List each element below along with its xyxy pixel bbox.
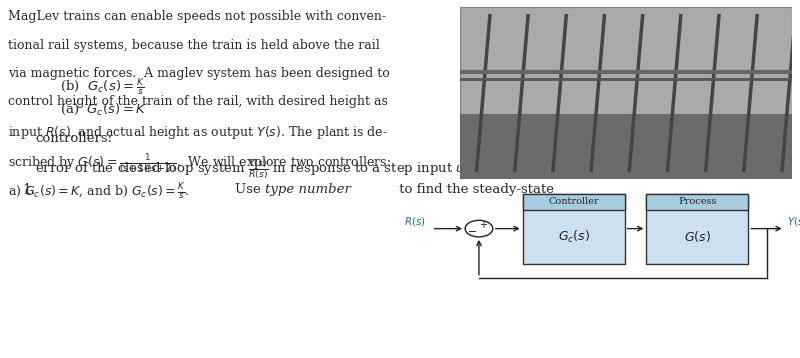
Text: +: + <box>478 220 486 230</box>
Text: $G(s)$: $G(s)$ <box>684 229 711 244</box>
Text: via magnetic forces.  A maglev system has been designed to: via magnetic forces. A maglev system has… <box>8 67 390 80</box>
Text: Controller: Controller <box>548 197 599 206</box>
Text: $G_c(s)$: $G_c(s)$ <box>558 229 590 245</box>
Circle shape <box>465 220 493 237</box>
Text: Process: Process <box>678 197 717 206</box>
Text: type number: type number <box>265 183 351 196</box>
Text: error of the closed-loop system $\frac{Y(s)}{R(s)}$ in response to a step input : error of the closed-loop system $\frac{Y… <box>35 158 650 182</box>
Text: tional rail systems, because the train is held above the rail: tional rail systems, because the train i… <box>8 39 380 52</box>
Bar <box>646 194 748 210</box>
Bar <box>460 7 792 114</box>
Text: control height of the train of the rail, with desired height as: control height of the train of the rail,… <box>8 96 388 108</box>
Text: $R(s)$: $R(s)$ <box>405 214 426 228</box>
Bar <box>522 194 625 210</box>
Bar <box>522 194 625 263</box>
Text: scribed by $G(s) = \frac{1}{(s+1)(s+2)}$.  We will explore two controllers:: scribed by $G(s) = \frac{1}{(s+1)(s+2)}$… <box>8 153 391 176</box>
Text: −: − <box>468 227 478 237</box>
Text: Use: Use <box>235 183 265 196</box>
Bar <box>460 114 792 179</box>
Text: (a)  $G_c(s) = K$: (a) $G_c(s) = K$ <box>60 102 147 117</box>
Text: input $R(s)$, and actual height as output $Y(s)$. The plant is de-: input $R(s)$, and actual height as outpu… <box>8 124 388 141</box>
Text: (b)  $G_c(s) = \frac{K}{s}$: (b) $G_c(s) = \frac{K}{s}$ <box>60 76 145 97</box>
Text: 1.: 1. <box>22 183 35 197</box>
Bar <box>646 194 748 263</box>
Text: a) $G_c(s) = K$, and b) $G_c(s) = \frac{K}{s}$.: a) $G_c(s) = K$, and b) $G_c(s) = \frac{… <box>8 181 190 202</box>
Text: $Y(s$: $Y(s$ <box>786 214 800 228</box>
Text: MagLev trains can enable speeds not possible with conven-: MagLev trains can enable speeds not poss… <box>8 10 386 23</box>
Text: to find the steady-state: to find the steady-state <box>395 183 554 196</box>
Text: controllers:: controllers: <box>35 132 112 145</box>
